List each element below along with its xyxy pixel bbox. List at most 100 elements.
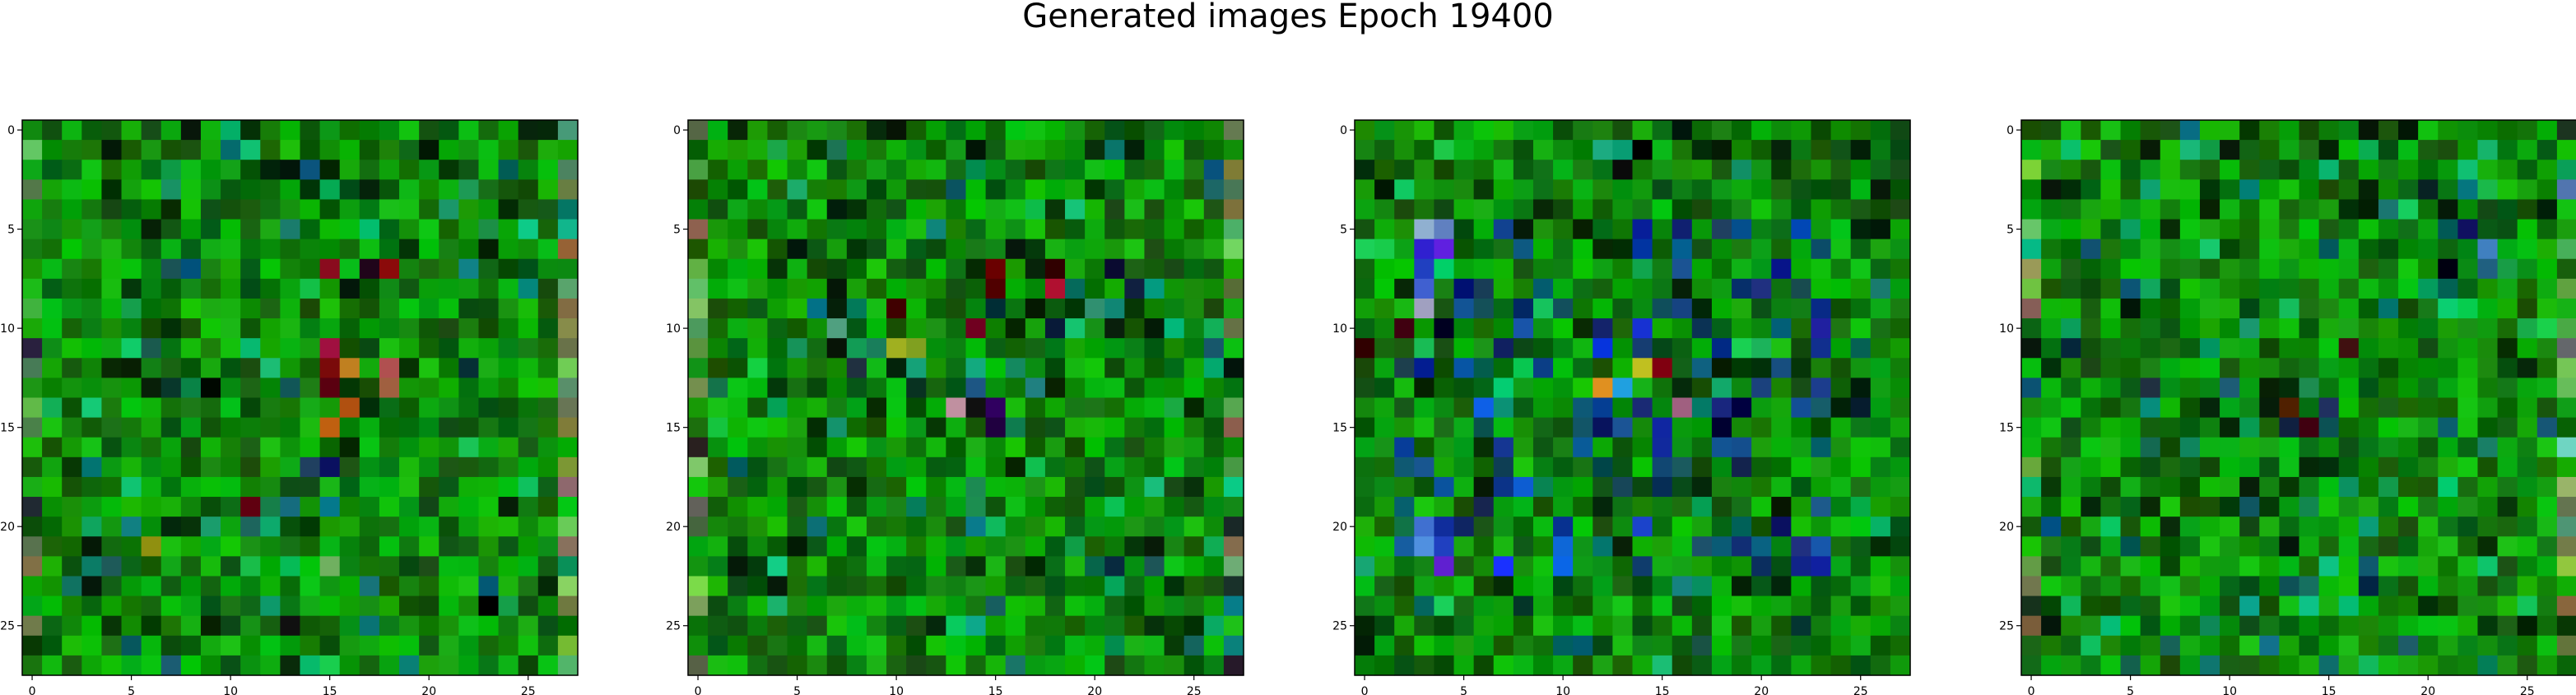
- pixel-cell: [2398, 298, 2419, 319]
- pixel-cell: [946, 476, 967, 498]
- pixel-cell: [518, 397, 539, 419]
- pixel-cell: [2299, 615, 2320, 637]
- pixel-cell: [240, 199, 261, 220]
- pixel-cell: [688, 497, 709, 517]
- pixel-cell: [42, 456, 63, 478]
- pixel-cell: [2457, 437, 2479, 458]
- pixel-cell: [2021, 417, 2042, 438]
- pixel-cell: [2100, 258, 2122, 280]
- pixel-cell: [1025, 298, 1046, 319]
- pixel-cell: [926, 140, 946, 160]
- pixel-cell: [2299, 258, 2320, 280]
- pixel-cell: [965, 179, 987, 201]
- pixel-cell: [1065, 536, 1086, 557]
- pixel-cell: [2199, 258, 2220, 280]
- pixel-cell: [985, 417, 1007, 438]
- pixel-cell: [2477, 595, 2499, 617]
- pixel-cell: [141, 338, 162, 359]
- pixel-cell: [866, 358, 887, 378]
- pixel-cell: [2318, 258, 2340, 280]
- pixel-cell: [1164, 278, 1185, 299]
- pixel-cell: [846, 437, 867, 458]
- pixel-cell: [2199, 120, 2220, 141]
- pixel-cell: [2517, 615, 2538, 637]
- pixel-cell: [1104, 497, 1125, 517]
- pixel-cell: [2536, 497, 2558, 517]
- pixel-cell: [2239, 338, 2260, 359]
- pixel-cell: [2259, 456, 2280, 478]
- pixel-cell: [22, 556, 43, 577]
- pixel-cell: [1044, 615, 1066, 637]
- pixel-cell: [1164, 476, 1185, 498]
- pixel-cell: [478, 536, 500, 557]
- pixel-cell: [1223, 497, 1244, 517]
- pixel-cell: [926, 437, 946, 458]
- pixel-cell: [141, 497, 162, 517]
- pixel-cell: [2021, 278, 2042, 299]
- pixel-cell: [2259, 179, 2280, 201]
- pixel-cell: [2220, 576, 2240, 597]
- pixel-cell: [926, 456, 946, 478]
- pixel-cell: [62, 497, 82, 517]
- pixel-cell: [300, 239, 321, 260]
- pixel-cell: [2497, 120, 2518, 141]
- pixel-cell: [200, 199, 221, 220]
- pixel-cell: [2239, 199, 2260, 220]
- pixel-cell: [2318, 556, 2340, 577]
- pixel-cell: [399, 338, 420, 359]
- pixel-cell: [2517, 199, 2538, 220]
- pixel-cell: [2120, 239, 2141, 260]
- pixel-cell: [498, 536, 519, 557]
- pixel-cell: [886, 179, 907, 201]
- pixel-cell: [946, 160, 967, 180]
- pixel-cell: [439, 199, 459, 220]
- pixel-cell: [42, 437, 63, 458]
- pixel-cell: [2179, 456, 2201, 478]
- pixel-cell: [2061, 239, 2081, 260]
- pixel-cell: [537, 199, 559, 220]
- pixel-cell: [121, 437, 142, 458]
- pixel-cell: [439, 258, 459, 280]
- pixel-cell: [2220, 456, 2240, 478]
- y-tick-label: 5: [7, 224, 15, 237]
- pixel-cell: [2220, 140, 2240, 160]
- pixel-cell: [2021, 536, 2042, 557]
- pixel-cell: [2179, 536, 2201, 557]
- pixel-cell: [1104, 298, 1125, 319]
- pixel-cell: [319, 576, 341, 597]
- pixel-cell: [926, 397, 946, 419]
- pixel-cell: [2338, 219, 2360, 240]
- pixel-cell: [2041, 140, 2062, 160]
- pixel-cell: [399, 278, 420, 299]
- pixel-cell: [260, 417, 281, 438]
- pixel-cell: [1044, 497, 1066, 517]
- pixel-cell: [1124, 179, 1146, 201]
- pixel-cell: [240, 437, 261, 458]
- pixel-cell: [2358, 615, 2379, 637]
- pixel-cell: [2497, 615, 2518, 637]
- pixel-cell: [81, 576, 103, 597]
- pixel-cell: [2160, 497, 2181, 517]
- pixel-cell: [42, 160, 63, 180]
- pixel-cell: [2179, 417, 2201, 438]
- pixel-cell: [160, 397, 182, 419]
- pixel-cell: [2438, 615, 2458, 637]
- pixel-cell: [886, 378, 907, 399]
- pixel-cell: [886, 120, 907, 141]
- pixel-cell: [458, 358, 480, 378]
- pixel-cell: [2061, 397, 2081, 419]
- pixel-cell: [518, 219, 539, 240]
- pixel-cell: [478, 476, 500, 498]
- pixel-cell: [101, 378, 123, 399]
- pixel-cell: [1085, 298, 1105, 319]
- pixel-cell: [160, 615, 182, 637]
- pixel-cell: [439, 635, 459, 656]
- pixel-cell: [2398, 239, 2419, 260]
- pixel-cell: [2259, 160, 2280, 180]
- pixel-cell: [141, 536, 162, 557]
- pixel-cell: [22, 318, 43, 339]
- pixel-cell: [439, 278, 459, 299]
- pixel-cell: [2061, 556, 2081, 577]
- y-tick-label: 0: [7, 124, 15, 137]
- pixel-cell: [260, 476, 281, 498]
